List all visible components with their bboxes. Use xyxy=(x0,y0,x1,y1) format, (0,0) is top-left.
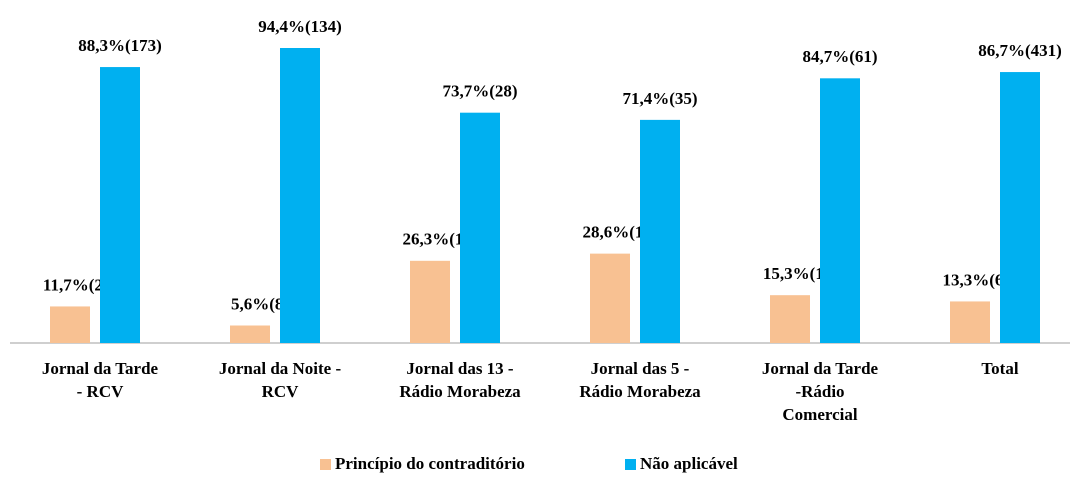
bar xyxy=(820,78,860,343)
x-tick-label: Jornal da Noite -RCV xyxy=(219,359,342,401)
x-tick-label: Jornal da Tarde - RCV xyxy=(42,359,159,401)
x-tick-label: Jornal das 5 -Rádio Morabeza xyxy=(579,359,701,401)
bar xyxy=(460,112,500,343)
data-label: 11,7%(23) xyxy=(43,275,117,294)
bar xyxy=(100,67,140,343)
x-tick-label: Jornal da Tarde -Rádio Comercial xyxy=(762,359,879,424)
data-label: 5,6%(8) xyxy=(231,294,289,313)
bar xyxy=(280,48,320,343)
bar xyxy=(590,253,630,343)
x-tick-label: Total xyxy=(981,359,1018,378)
legend-label: Não aplicável xyxy=(640,454,738,473)
data-label: 88,3%(173) xyxy=(78,36,162,55)
bar xyxy=(640,119,680,343)
legend-swatch xyxy=(625,459,636,470)
bar xyxy=(770,295,810,343)
bar xyxy=(230,325,270,343)
data-label: 86,7%(431) xyxy=(978,41,1062,60)
data-label: 13,3%(66) xyxy=(942,270,1017,289)
legend-label: Princípio do contraditório xyxy=(335,454,525,473)
data-label: 71,4%(35) xyxy=(622,89,697,108)
data-label: 84,7%(61) xyxy=(802,47,877,66)
data-label: 94,4%(134) xyxy=(258,17,342,36)
data-label: 26,3%(10) xyxy=(402,230,477,249)
data-label: 73,7%(28) xyxy=(442,82,517,101)
data-label: 28,6%(14) xyxy=(582,223,657,242)
data-label: 15,3%(11) xyxy=(763,264,837,283)
bar xyxy=(1000,72,1040,343)
legend-swatch xyxy=(320,459,331,470)
x-tick-label: Jornal das 13 -Rádio Morabeza xyxy=(399,359,521,401)
bar xyxy=(410,260,450,343)
bar xyxy=(950,301,990,343)
bar xyxy=(50,306,90,343)
